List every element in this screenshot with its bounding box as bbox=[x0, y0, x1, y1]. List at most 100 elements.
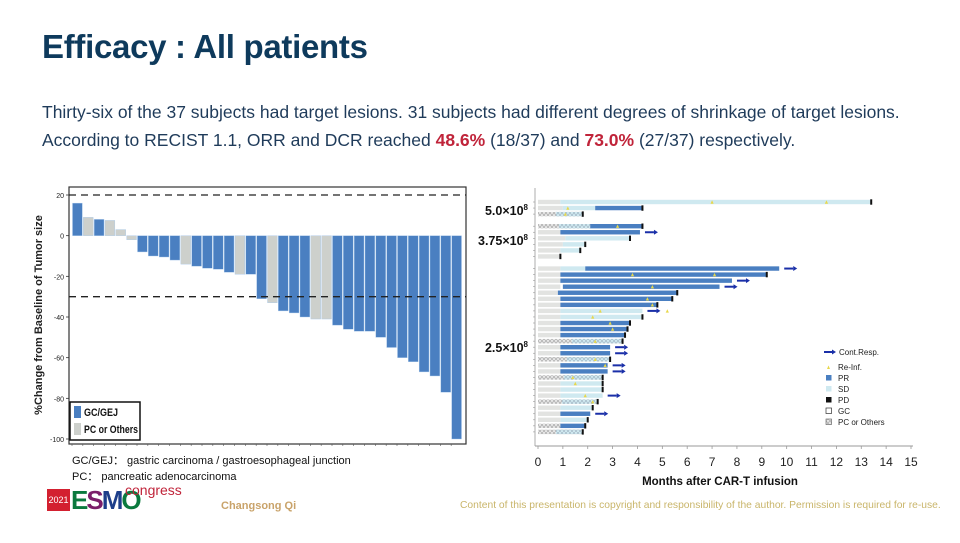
waterfall-bar bbox=[202, 235, 213, 269]
row-reinfusion-marker bbox=[712, 272, 717, 277]
x-tick-label: 6 bbox=[684, 455, 691, 469]
row-baseline-bar bbox=[538, 326, 561, 332]
row-reinfusion-marker bbox=[563, 212, 567, 216]
orr-value: 48.6% bbox=[435, 130, 486, 150]
row-reinfusion-marker bbox=[566, 206, 570, 210]
x-tick-label: 14 bbox=[879, 455, 893, 469]
logo-letter-s: S bbox=[86, 485, 103, 515]
waterfall-bar bbox=[375, 235, 386, 338]
row-pd-marker bbox=[629, 235, 632, 241]
legend-label: GC bbox=[838, 407, 850, 416]
row-pr-bar bbox=[560, 230, 640, 235]
row-continued-response-arrowhead bbox=[604, 411, 609, 417]
row-pr-bar bbox=[560, 363, 608, 368]
waterfall-bar bbox=[234, 235, 246, 275]
intro-prefix: According to RECIST 1.1, ORR and DCR rea… bbox=[42, 130, 436, 150]
row-reinfusion-marker bbox=[650, 303, 654, 307]
waterfall-bar bbox=[440, 235, 451, 393]
row-baseline-bar bbox=[538, 381, 561, 386]
waterfall-bar bbox=[223, 235, 235, 273]
legend-label: PR bbox=[838, 374, 849, 383]
row-reinfusion-marker bbox=[573, 381, 577, 386]
row-sd-bar bbox=[560, 405, 593, 410]
waterfall-bar bbox=[429, 235, 441, 377]
row-reinfusion-marker bbox=[608, 321, 612, 325]
row-pd-marker bbox=[559, 253, 562, 260]
waterfall-bar bbox=[126, 235, 137, 240]
row-baseline-bar bbox=[538, 242, 563, 247]
row-pd-marker bbox=[601, 374, 604, 381]
row-pd-marker bbox=[870, 199, 873, 205]
row-reinfusion-marker bbox=[645, 297, 650, 301]
row-reinfusion-marker bbox=[591, 315, 595, 319]
row-baseline-bar bbox=[538, 248, 561, 253]
row-baseline-bar bbox=[538, 230, 561, 235]
intro-line-2: According to RECIST 1.1, ORR and DCR rea… bbox=[42, 126, 942, 154]
row-reinfusion-marker bbox=[593, 339, 597, 343]
row-continued-response-arrowhead bbox=[653, 229, 658, 235]
waterfall-bar bbox=[278, 235, 289, 312]
row-pr-bar bbox=[560, 296, 673, 301]
x-axis-label: Months after CAR-T infusion bbox=[642, 476, 798, 488]
x-tick-label: 3 bbox=[609, 455, 616, 469]
row-pr-bar bbox=[595, 205, 643, 211]
waterfall-bar bbox=[158, 235, 170, 258]
row-pr-bar bbox=[560, 332, 626, 338]
row-baseline-bar bbox=[538, 254, 561, 259]
row-baseline-bar bbox=[538, 266, 561, 271]
row-sd-bar bbox=[560, 387, 603, 392]
row-sd-bar bbox=[555, 429, 583, 435]
x-tick-label: 12 bbox=[830, 455, 844, 469]
row-baseline-bar bbox=[538, 302, 561, 308]
row-pd-marker bbox=[581, 211, 584, 217]
waterfall-bar bbox=[288, 235, 300, 314]
row-sd-bar bbox=[563, 375, 603, 380]
row-reinfusion-marker bbox=[591, 399, 595, 404]
abbreviation-definitions: GC/GEJ： gastric carcinoma / gastroesopha… bbox=[72, 453, 351, 485]
row-sd-bar bbox=[566, 357, 611, 362]
row-continued-response-arrowhead bbox=[621, 368, 626, 374]
waterfall-bar bbox=[256, 235, 267, 299]
waterfall-bar bbox=[353, 235, 365, 332]
waterfall-chart: 20 0 -20 -40 -60 -80 -100 %Change from Baseline… bbox=[33, 186, 467, 446]
row-baseline-bar bbox=[538, 351, 561, 356]
intro-line-1: Thirty-six of the 37 subjects had target… bbox=[42, 102, 900, 122]
y-tick-label: -20 bbox=[54, 274, 64, 281]
row-baseline-bar bbox=[538, 332, 561, 338]
row-sd-bar bbox=[571, 338, 623, 344]
row-reinfusion-marker bbox=[571, 375, 575, 380]
waterfall-bar bbox=[408, 235, 419, 362]
row-sd-bar bbox=[561, 399, 598, 404]
row-pd-marker bbox=[596, 398, 599, 405]
x-tick-label: 4 bbox=[634, 455, 641, 469]
row-pd-marker bbox=[586, 417, 589, 423]
row-pd-marker bbox=[765, 271, 768, 278]
y-tick-label: -80 bbox=[54, 396, 64, 403]
row-baseline-bar bbox=[538, 272, 561, 277]
waterfall-bar bbox=[93, 219, 105, 236]
row-baseline-bar bbox=[538, 320, 561, 326]
row-continued-response-arrowhead bbox=[656, 308, 661, 314]
waterfall-bar bbox=[386, 235, 397, 348]
waterfall-bar bbox=[418, 235, 430, 373]
y-tick-label: -60 bbox=[54, 356, 64, 363]
row-reinfusion-marker bbox=[665, 309, 669, 313]
waterfall-bar bbox=[321, 235, 332, 320]
row-pr-bar bbox=[590, 224, 643, 229]
row-baseline-bar bbox=[538, 205, 563, 211]
waterfall-bar bbox=[180, 235, 191, 265]
row-sd-bar bbox=[560, 381, 603, 386]
row-baseline-bar bbox=[538, 278, 561, 283]
logo-letter-e: E bbox=[71, 485, 88, 515]
logo-year: 2021 bbox=[47, 489, 70, 511]
row-baseline-bar bbox=[538, 369, 561, 374]
row-baseline-bar bbox=[538, 405, 561, 410]
row-pr-bar bbox=[560, 423, 586, 429]
legend-swatch-pd bbox=[826, 397, 832, 403]
row-sd-bar bbox=[560, 417, 588, 422]
definition-pc: PC： pancreatic adenocarcinoma bbox=[72, 471, 237, 483]
legend-label: Cont.Resp. bbox=[839, 348, 879, 357]
row-pd-marker bbox=[584, 241, 587, 248]
